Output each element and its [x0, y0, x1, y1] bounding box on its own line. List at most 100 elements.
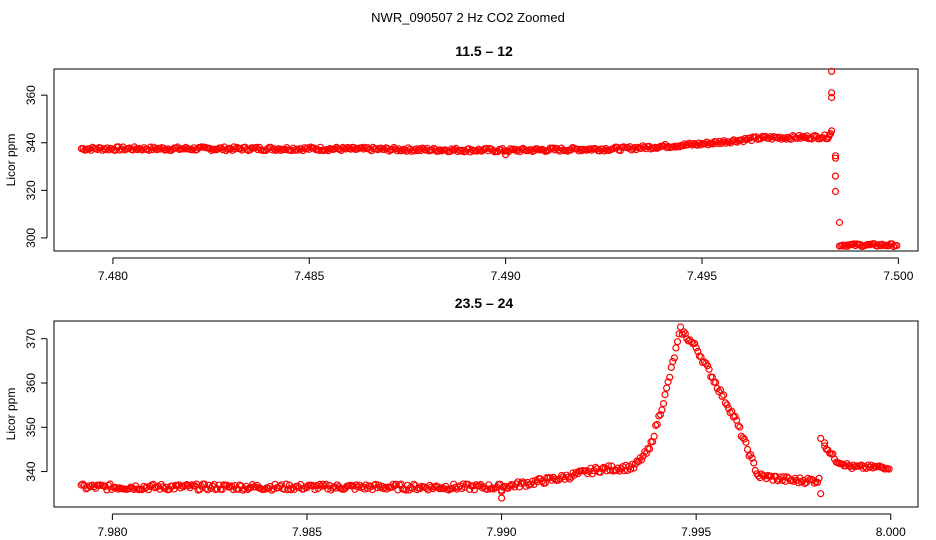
top-panel-y-tick-label: 320: [24, 180, 38, 200]
bottom-panel-data-point: [672, 344, 680, 352]
bottom-panel-data-point: [596, 468, 605, 476]
bottom-panel-x-tick-label: 7.990: [487, 525, 517, 539]
top-panel-data-point: [231, 145, 240, 153]
bottom-panel-data-point: [750, 459, 758, 467]
bottom-panel-data-point: [742, 438, 750, 446]
top-panel-data-point: [835, 218, 844, 227]
bottom-panel-data-point: [125, 484, 133, 493]
bottom-panel-data-point: [885, 465, 893, 473]
top-panel-plot-frame: [53, 68, 919, 252]
top-panel-data-point: [776, 133, 784, 141]
top-panel-data-point: [415, 145, 423, 153]
bottom-panel-data-point: [569, 469, 577, 477]
top-panel-data-point: [103, 144, 111, 152]
bottom-panel-y-tick-label: 340: [24, 461, 38, 481]
top-panel-data-point: [782, 135, 790, 143]
bottom-panel-data-point: [410, 480, 418, 488]
top-panel-data-point: [214, 145, 222, 153]
top-panel-data-point: [777, 135, 786, 143]
bottom-panel-y-tick-label: 350: [24, 417, 38, 437]
bottom-panel-data-point: [861, 462, 869, 471]
top-panel-data-point: [473, 147, 481, 155]
bottom-panel-data-point: [652, 421, 660, 430]
bottom-panel-data-point: [817, 490, 825, 498]
top-panel-data-point: [291, 146, 299, 154]
bottom-panel-data-point: [715, 388, 723, 396]
bottom-panel-data-point: [743, 445, 752, 453]
top-panel-y-tick-label: 340: [24, 132, 38, 152]
top-panel-x-tick-label: 7.480: [98, 269, 128, 283]
top-panel-data-point: [502, 151, 510, 159]
bottom-panel-data-point: [252, 483, 260, 491]
top-panel-data-point: [696, 141, 705, 149]
bottom-panel-data-point: [229, 486, 237, 494]
bottom-panel: 23.5 – 24 Licor ppm 7.980 7.985 7.990 7.995…: [4, 295, 919, 539]
bottom-panel-data-point: [538, 477, 546, 485]
top-panel-data-point: [342, 145, 350, 153]
top-panel-data-point: [827, 67, 836, 76]
bottom-panel-data-point: [721, 399, 730, 407]
bottom-panel-data-point: [664, 378, 672, 386]
top-panel-x-tick-label: 7.490: [491, 269, 521, 283]
top-panel-x-axis: 7.480 7.485 7.490 7.495 7.500: [98, 257, 914, 283]
bottom-panel-data-point: [650, 432, 658, 440]
bottom-panel-data-point: [662, 384, 671, 392]
bottom-panel-data-point: [564, 473, 572, 481]
top-panel-y-axis: 300 320 340 360: [24, 85, 48, 248]
top-panel-data-point: [801, 134, 810, 142]
top-panel-data-point: [827, 127, 836, 135]
top-panel-x-tick-label: 7.485: [294, 269, 324, 283]
bottom-panel-data-point: [413, 486, 421, 494]
bottom-panel-data-point: [720, 391, 728, 399]
bottom-panel-data-point: [655, 412, 663, 420]
top-panel-data-point: [683, 141, 692, 149]
top-panel-data-point: [393, 147, 401, 155]
bottom-panel-data-point: [703, 362, 712, 370]
bottom-panel-data-point: [591, 463, 600, 471]
top-panel-data-point: [583, 146, 591, 154]
bottom-panel-data-point: [716, 386, 725, 394]
bottom-panel-data-point: [498, 494, 506, 502]
top-panel-data-point: [506, 145, 514, 153]
bottom-panel-data-point: [661, 391, 669, 399]
bottom-panel-data-point: [694, 347, 702, 355]
bottom-panel-data-point: [628, 460, 636, 468]
bottom-panel-data-point: [645, 445, 654, 453]
bottom-panel-data-point: [718, 392, 726, 400]
bottom-panel-data-point: [554, 476, 562, 484]
bottom-panel-data-point: [681, 330, 689, 338]
top-panel-data-point: [578, 147, 586, 155]
bottom-panel-data-point: [638, 456, 646, 464]
bottom-panel-data-point: [690, 339, 699, 347]
bottom-panel-data-point: [676, 323, 685, 331]
top-panel-data-point: [549, 144, 558, 152]
bottom-panel-data-point: [200, 480, 209, 488]
bottom-panel-x-tick-label: 8.000: [876, 525, 906, 539]
bottom-panel-data-point: [820, 439, 829, 447]
top-panel-data-point: [292, 145, 300, 153]
bottom-panel-data-point: [228, 482, 236, 490]
figure-title: NWR_090507 2 Hz CO2 Zoomed: [371, 10, 565, 25]
top-panel-data-point: [687, 140, 695, 148]
bottom-panel-data-point: [731, 412, 739, 421]
bottom-panel-data-point: [324, 485, 332, 493]
top-panel-data-point: [827, 89, 836, 97]
bottom-panel-data-point: [653, 420, 661, 428]
top-panel-y-tick-label: 360: [24, 85, 38, 105]
top-panel-data-point: [564, 147, 572, 155]
top-panel-title: 11.5 – 12: [455, 43, 513, 59]
bottom-panel-data-point: [498, 487, 506, 496]
bottom-panel-data-point: [322, 480, 330, 488]
top-panel-y-tick-label: 300: [24, 228, 38, 248]
bottom-panel-x-axis: 7.980 7.985 7.990 7.995 8.000: [97, 513, 906, 539]
top-panel-data-point: [435, 147, 443, 155]
bottom-panel-y-tick-label: 370: [24, 328, 38, 348]
bottom-panel-data-point: [213, 485, 221, 493]
bottom-panel-data-point: [666, 373, 674, 381]
bottom-panel-data-point: [354, 483, 362, 491]
top-panel-data-point: [188, 146, 196, 154]
bottom-panel-x-tick-label: 7.985: [292, 525, 322, 539]
bottom-panel-data-point: [551, 475, 559, 483]
bottom-panel-data-point: [79, 480, 87, 488]
bottom-panel-y-tick-label: 360: [24, 373, 38, 393]
